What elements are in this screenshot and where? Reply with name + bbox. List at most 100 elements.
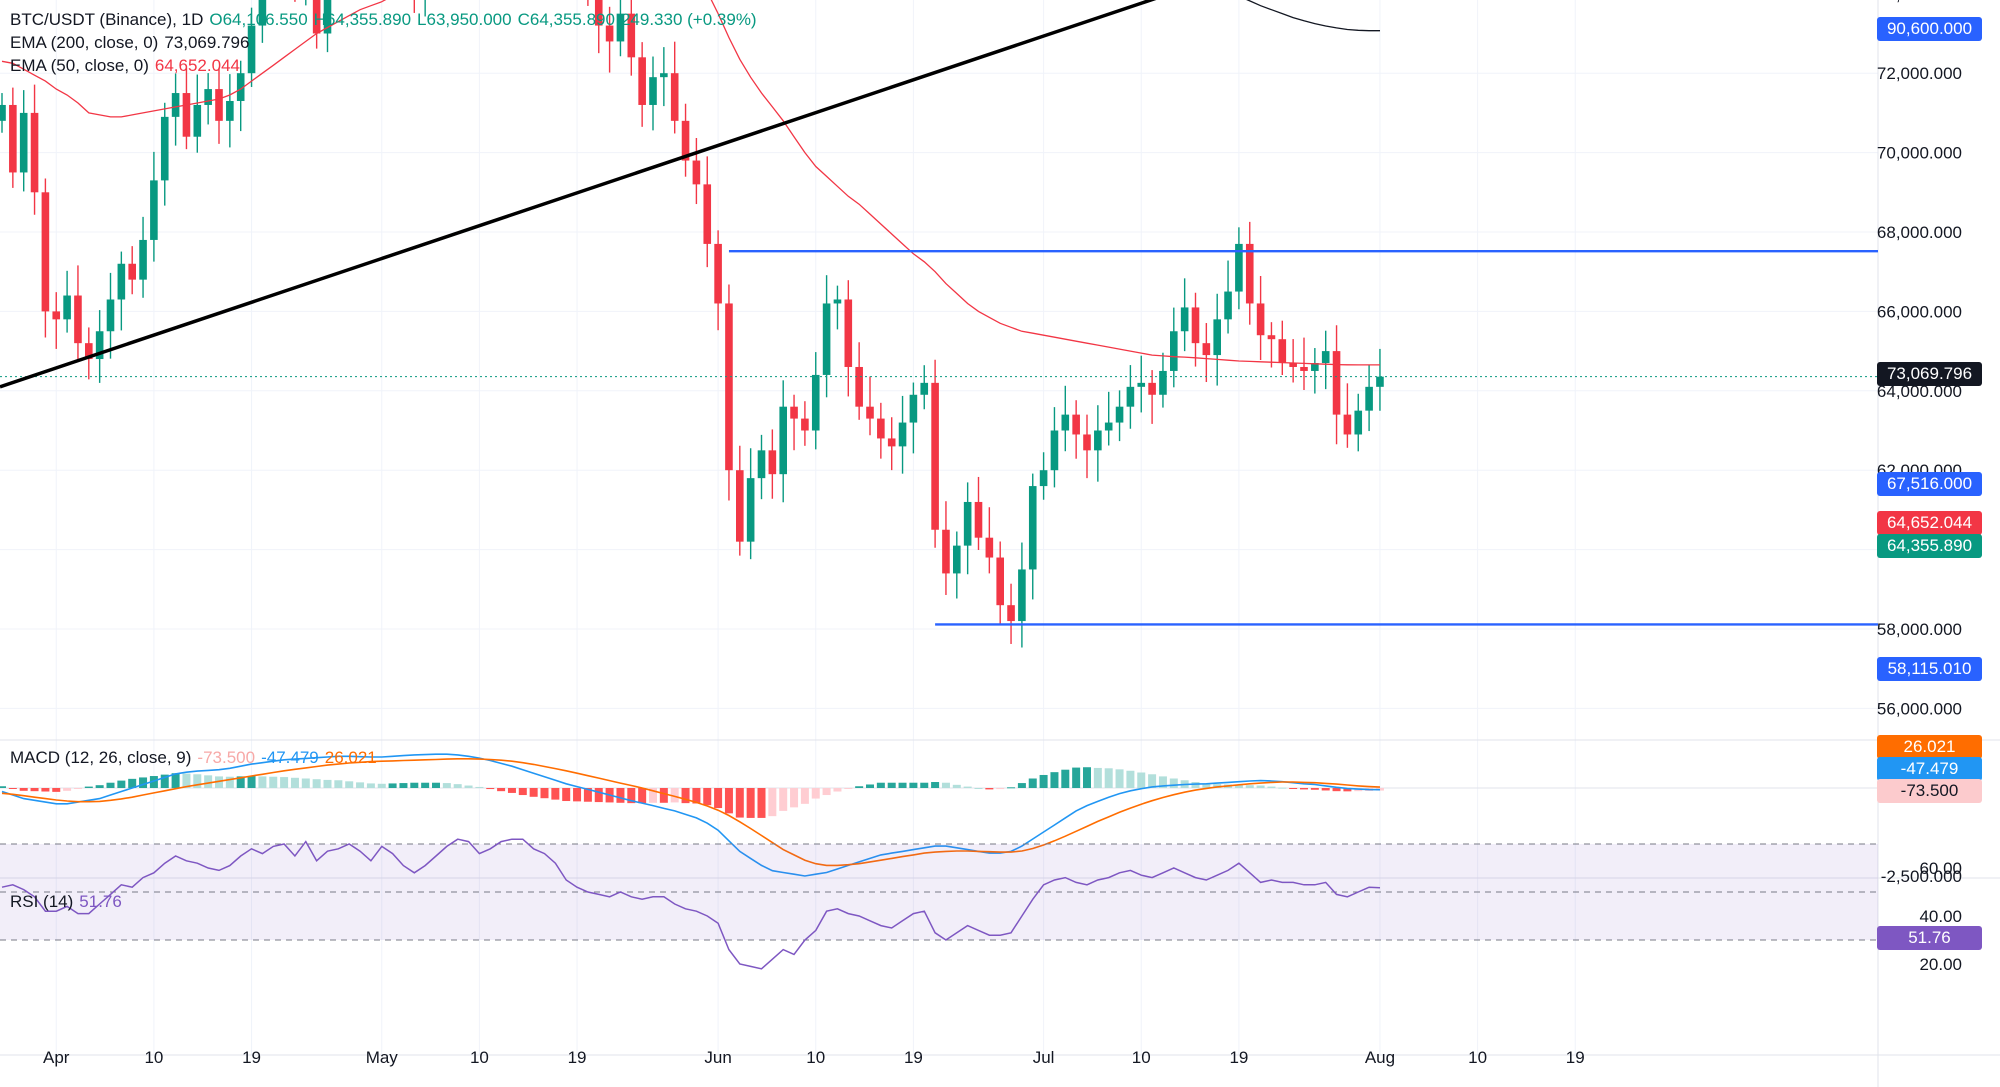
macd-hist-bar bbox=[1072, 767, 1081, 788]
macd-hist-bar bbox=[822, 788, 831, 796]
candle bbox=[963, 482, 972, 575]
change-value: 249.330 (+0.39%) bbox=[620, 10, 757, 29]
macd-hist-bar bbox=[1278, 787, 1287, 789]
macd-hist-bar bbox=[920, 782, 929, 788]
candle bbox=[41, 178, 50, 338]
macd-hist-bar bbox=[247, 776, 256, 788]
candle bbox=[801, 401, 809, 446]
macd-hist-bar bbox=[638, 788, 647, 804]
ema200-label: EMA (200, close, 0) bbox=[10, 33, 159, 52]
candle bbox=[19, 90, 28, 192]
trendline-lower[interactable] bbox=[0, 0, 1878, 389]
macd-hist-bar bbox=[323, 779, 332, 788]
last-price-badge: 64,355.890 bbox=[1877, 534, 1982, 558]
macd-hist-bar bbox=[63, 788, 72, 791]
candle bbox=[1061, 385, 1070, 452]
high-value: H64,355.890 bbox=[313, 10, 412, 29]
macd-hist-bar bbox=[703, 788, 712, 806]
macd-hist-bar bbox=[757, 788, 766, 818]
macd-hist-bar bbox=[290, 777, 299, 788]
macd-hist-bar bbox=[1028, 778, 1037, 788]
candle bbox=[920, 365, 929, 410]
candle bbox=[594, 0, 603, 54]
macd-hist-bar bbox=[1148, 774, 1157, 788]
candle bbox=[1213, 293, 1221, 386]
candle bbox=[649, 56, 657, 131]
macd-hist-bar bbox=[171, 773, 180, 788]
candle bbox=[1028, 473, 1037, 600]
macd-hist-bar bbox=[974, 788, 983, 789]
candle bbox=[703, 156, 712, 268]
macd-hist-bar bbox=[334, 780, 343, 788]
candle bbox=[692, 137, 701, 205]
macd-hist-bar bbox=[627, 788, 636, 804]
macd-hist-bar bbox=[692, 788, 701, 804]
candle bbox=[1191, 292, 1200, 367]
macd-hist-bar bbox=[475, 786, 484, 788]
macd-hist-bar bbox=[996, 788, 1005, 790]
macd-hist-bar bbox=[1061, 769, 1070, 788]
macd-hist-bar bbox=[1300, 788, 1308, 790]
rsi-label: RSI (14) bbox=[10, 892, 74, 911]
candle bbox=[424, 0, 426, 17]
macd-signal-value: 26.021 bbox=[324, 748, 377, 767]
macd-hist-bar bbox=[898, 782, 907, 788]
range-bottom-badge: 58,115.010 bbox=[1877, 657, 1982, 681]
candle bbox=[204, 73, 212, 125]
macd-hist-bar bbox=[1267, 786, 1276, 788]
x-tick-label: Jun bbox=[704, 1048, 731, 1067]
symbol-legend: BTC/USDT (Binance), 1D O64,106.550 H64,355… bbox=[10, 10, 763, 30]
macd-hist-bar bbox=[941, 782, 950, 788]
macd-hist-bar bbox=[551, 788, 560, 800]
candle bbox=[996, 541, 1004, 625]
macd-hist-bar bbox=[844, 788, 853, 789]
x-tick-label: 19 bbox=[1229, 1048, 1248, 1067]
macd-hist-bar bbox=[106, 782, 115, 788]
macd-hist-bar bbox=[1256, 785, 1265, 788]
ema50-line bbox=[1, 0, 1380, 366]
ema200-badge: 73,069.796 bbox=[1877, 362, 1982, 386]
candle bbox=[616, 0, 625, 57]
trend-lines[interactable] bbox=[0, 0, 1878, 389]
candle bbox=[757, 434, 766, 500]
macd-hist-bar bbox=[659, 788, 668, 803]
y-tick-label: 58,000.000 bbox=[1877, 620, 1962, 639]
macd-hist-bar bbox=[1137, 772, 1146, 788]
y-tick-label: 72,000.000 bbox=[1877, 64, 1962, 83]
macd-hist-bar bbox=[1158, 776, 1167, 788]
candle bbox=[1365, 364, 1373, 432]
macd-hist-bar bbox=[1332, 788, 1341, 792]
horizontal-levels[interactable] bbox=[0, 0, 1878, 626]
macd-hist-bar bbox=[1093, 767, 1102, 788]
candle bbox=[1267, 322, 1276, 368]
x-tick-label: May bbox=[366, 1048, 399, 1067]
macd-hist-bar bbox=[95, 785, 104, 788]
macd-hist-bar bbox=[887, 782, 896, 788]
macd-hist-bar bbox=[128, 778, 137, 788]
candle bbox=[931, 359, 939, 548]
candle bbox=[193, 74, 202, 153]
macd-hist-bar bbox=[931, 782, 940, 788]
candle bbox=[768, 429, 777, 499]
macd-hist-bar bbox=[312, 779, 321, 788]
macd-hist-bar bbox=[735, 788, 744, 818]
x-tick-label: 10 bbox=[1468, 1048, 1487, 1067]
rsi-y-tick-label: 60.00 bbox=[1919, 859, 1962, 878]
ema50-legend: EMA (50, close, 0) 64,652.044 bbox=[10, 56, 246, 76]
candle bbox=[887, 417, 896, 471]
candle bbox=[1072, 400, 1080, 459]
candle bbox=[1321, 330, 1330, 390]
candle bbox=[1332, 325, 1341, 445]
macd-signal-line bbox=[1, 757, 1381, 867]
candle bbox=[1050, 407, 1059, 488]
ema200-value: 73,069.796 bbox=[164, 33, 250, 52]
candle bbox=[1278, 320, 1287, 375]
candle bbox=[139, 216, 147, 298]
rsi-y-tick-label: 20.00 bbox=[1919, 955, 1962, 974]
macd-hist-bar bbox=[594, 788, 603, 803]
macd-y-tick-label: -2,500.000 bbox=[1881, 867, 1962, 886]
macd-hist-bar bbox=[1050, 772, 1059, 788]
candle bbox=[1354, 393, 1363, 452]
